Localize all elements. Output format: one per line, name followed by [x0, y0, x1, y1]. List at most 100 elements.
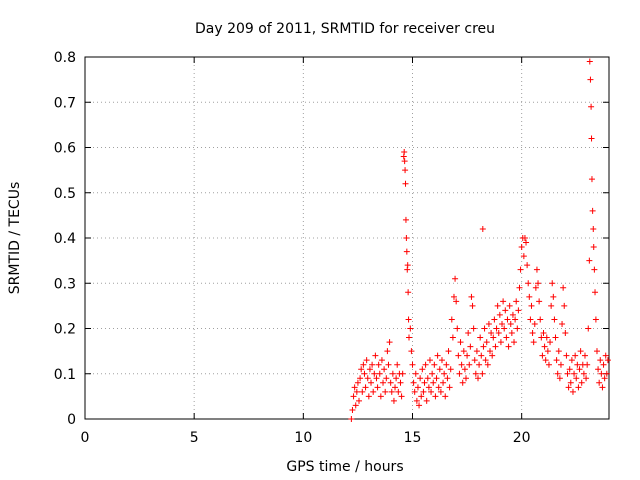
data-point: [368, 379, 375, 386]
data-point: [394, 361, 401, 368]
data-point: [446, 384, 453, 391]
data-point: [359, 388, 366, 395]
data-point: [408, 348, 415, 355]
data-point: [356, 397, 363, 404]
data-point: [377, 393, 384, 400]
data-point: [473, 348, 480, 355]
data-point: [402, 180, 409, 187]
data-point: [590, 225, 597, 232]
data-point: [584, 361, 591, 368]
data-point: [485, 320, 492, 327]
data-point: [404, 262, 411, 269]
data-point: [518, 244, 525, 251]
data-point: [549, 280, 556, 287]
data-point: [488, 330, 495, 337]
data-point: [370, 388, 377, 395]
data-point: [557, 361, 564, 368]
data-point: [416, 402, 423, 409]
data-point: [384, 348, 391, 355]
data-point: [360, 361, 367, 368]
data-point: [453, 298, 460, 305]
data-point: [433, 375, 440, 382]
data-point: [382, 388, 389, 395]
data-point: [574, 361, 581, 368]
data-point: [349, 406, 356, 413]
data-point: [509, 311, 516, 318]
data-point: [420, 388, 427, 395]
data-point: [388, 388, 395, 395]
data-point: [414, 384, 421, 391]
data-point: [383, 375, 390, 382]
y-tick-label: 0.7: [54, 95, 76, 111]
data-point: [460, 348, 467, 355]
data-point: [372, 352, 379, 359]
data-point: [600, 361, 607, 368]
data-point: [567, 379, 574, 386]
x-tick-label: 0: [81, 430, 90, 446]
data-point: [543, 334, 550, 341]
data-point: [449, 334, 456, 341]
data-point: [450, 293, 457, 300]
data-point: [535, 280, 542, 287]
data-point: [398, 393, 405, 400]
data-point: [438, 357, 445, 364]
data-point: [443, 361, 450, 368]
data-point: [547, 339, 554, 346]
data-point: [354, 379, 361, 386]
data-point: [452, 275, 459, 282]
y-tick-label: 0.5: [54, 186, 76, 202]
data-point: [456, 370, 463, 377]
grid-lines: [85, 57, 609, 419]
data-point: [365, 393, 372, 400]
data-point: [487, 348, 494, 355]
data-point: [421, 379, 428, 386]
data-point: [411, 388, 418, 395]
data-point: [389, 370, 396, 377]
data-point: [467, 343, 474, 350]
data-point: [472, 370, 479, 377]
data-point: [586, 58, 593, 65]
data-point: [575, 384, 582, 391]
data-point: [405, 289, 412, 296]
data-point: [480, 343, 487, 350]
y-tick-label: 0.6: [54, 141, 76, 157]
data-point: [444, 375, 451, 382]
data-point: [353, 388, 360, 395]
data-point: [448, 316, 455, 323]
data-point: [531, 320, 538, 327]
y-tick-label: 0.8: [54, 50, 76, 66]
data-point: [436, 366, 443, 373]
data-point: [423, 397, 430, 404]
data-point: [479, 370, 486, 377]
y-axis-label: SRMTID / TECUs: [7, 182, 23, 295]
data-point: [422, 361, 429, 368]
data-point: [490, 334, 497, 341]
data-point: [542, 357, 549, 364]
data-point: [576, 366, 583, 373]
data-point: [516, 284, 523, 291]
data-point: [457, 339, 464, 346]
data-point: [536, 298, 543, 305]
data-point: [500, 298, 507, 305]
data-point: [462, 375, 469, 382]
data-point: [378, 357, 385, 364]
data-point: [458, 361, 465, 368]
data-point: [502, 307, 509, 314]
data-point: [591, 266, 598, 273]
data-point: [426, 357, 433, 364]
data-point: [556, 375, 563, 382]
data-point: [447, 366, 454, 373]
data-point: [511, 339, 518, 346]
data-point: [402, 216, 409, 223]
data-point: [555, 348, 562, 355]
data-point: [540, 330, 547, 337]
data-point: [403, 248, 410, 255]
data-point: [551, 316, 558, 323]
data-point: [505, 343, 512, 350]
data-point: [602, 352, 609, 359]
data-point: [494, 302, 501, 309]
data-point: [585, 325, 592, 332]
data-point: [459, 379, 466, 386]
data-point: [357, 375, 364, 382]
data-point: [524, 262, 531, 269]
